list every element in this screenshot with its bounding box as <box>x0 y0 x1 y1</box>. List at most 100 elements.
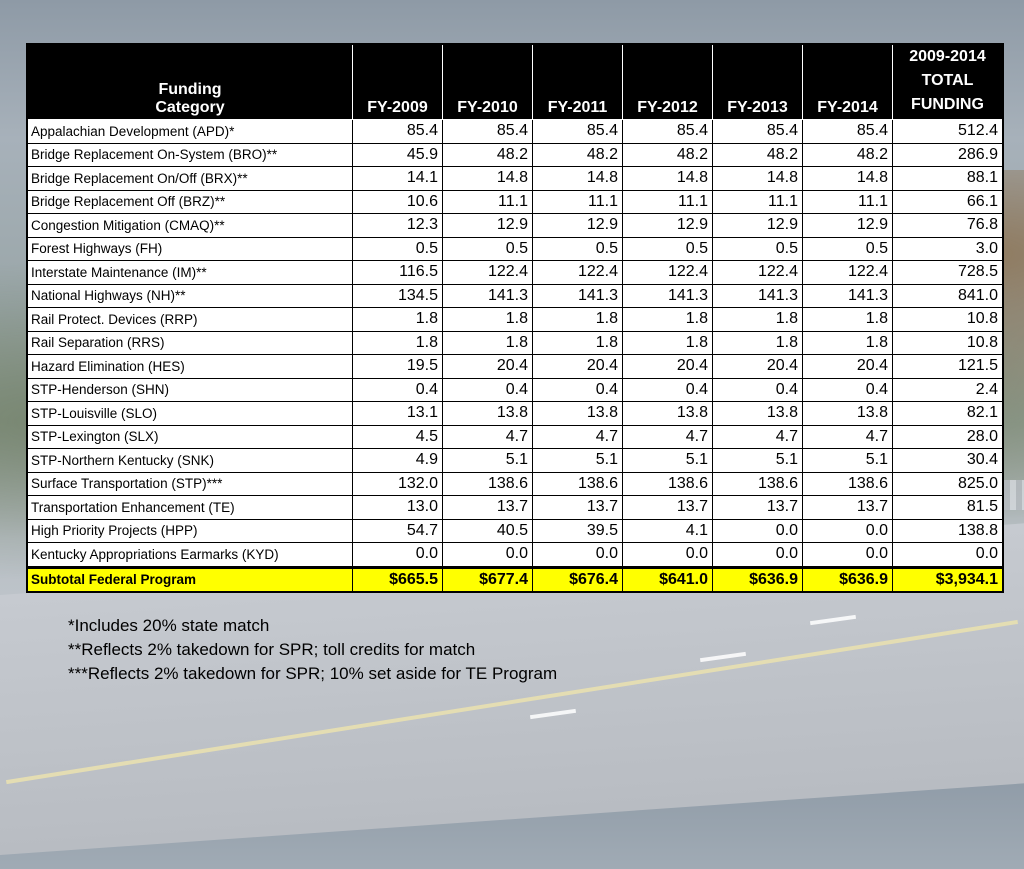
row-year-value-cell: 138.6 <box>442 471 533 496</box>
row-year-value-cell: 0.0 <box>712 518 803 543</box>
subtotal-year-value: $676.4 <box>532 565 623 593</box>
table-row: National Highways (NH)** 134.5 141.3 141.3 1… <box>26 283 1004 308</box>
row-year-value-cell: 0.0 <box>352 542 443 568</box>
row-year-value-cell: 14.8 <box>712 166 803 191</box>
table-row: Bridge Replacement Off (BRZ)** 10.6 11.1 11… <box>26 189 1004 214</box>
subtotal-row: Subtotal Federal Program $665.5 $677.4 $676… <box>26 565 1004 593</box>
table-row: Kentucky Appropriations Earmarks (KYD) 0.… <box>26 542 1004 568</box>
row-year-value-cell: 1.8 <box>802 307 893 332</box>
table-row: Transportation Enhancement (TE) 13.0 13.7 1… <box>26 495 1004 520</box>
table-row: STP-Lexington (SLX) 4.5 4.7 4.7 4.7 4.7 4.7 28.… <box>26 424 1004 449</box>
row-category-cell: Bridge Replacement Off (BRZ)** <box>26 189 353 214</box>
row-total-cell: 30.4 <box>892 448 1004 473</box>
row-total-cell: 76.8 <box>892 213 1004 238</box>
row-year-value-cell: 122.4 <box>532 260 623 285</box>
row-year-value-cell: 13.8 <box>442 401 533 426</box>
footnote-te-program: ***Reflects 2% takedown for SPR; 10% set… <box>68 664 558 683</box>
row-category-cell: Appalachian Development (APD)* <box>26 119 353 144</box>
row-year-value-cell: 0.0 <box>802 542 893 568</box>
header-fy-2013: FY-2013 <box>712 43 803 120</box>
row-year-value-cell: 4.7 <box>802 424 893 449</box>
table-row: Hazard Elimination (HES) 19.5 20.4 20.4 20.4… <box>26 354 1004 379</box>
row-year-value-cell: 132.0 <box>352 471 443 496</box>
row-year-value-cell: 0.4 <box>622 377 713 402</box>
row-year-value-cell: 134.5 <box>352 283 443 308</box>
row-year-value-cell: 85.4 <box>442 119 533 144</box>
table-row: Congestion Mitigation (CMAQ)** 12.3 12.9 12… <box>26 213 1004 238</box>
header-category-line2: Category <box>155 99 225 116</box>
row-year-value-cell: 0.4 <box>532 377 623 402</box>
table-row: Bridge Replacement On-System (BRO)** 45.9… <box>26 142 1004 167</box>
row-year-value-cell: 48.2 <box>442 142 533 167</box>
row-total-cell: 121.5 <box>892 354 1004 379</box>
header-total-line2: TOTAL <box>921 72 974 89</box>
row-year-value-cell: 48.2 <box>802 142 893 167</box>
row-year-value-cell: 12.9 <box>622 213 713 238</box>
row-year-value-cell: 5.1 <box>442 448 533 473</box>
header-category-line1: Funding <box>158 81 222 98</box>
subtotal-year-value: $665.5 <box>352 565 443 593</box>
row-year-value-cell: 13.8 <box>532 401 623 426</box>
row-year-value-cell: 13.7 <box>532 495 623 520</box>
row-year-value-cell: 12.3 <box>352 213 443 238</box>
table-row: Rail Protect. Devices (RRP) 1.8 1.8 1.8 1.8 1… <box>26 307 1004 332</box>
table-row: Surface Transportation (STP)*** 132.0 138.… <box>26 471 1004 496</box>
row-year-value-cell: 1.8 <box>352 307 443 332</box>
row-total-cell: 3.0 <box>892 236 1004 261</box>
row-total-cell: 286.9 <box>892 142 1004 167</box>
row-year-value-cell: 5.1 <box>532 448 623 473</box>
row-year-value-cell: 0.5 <box>532 236 623 261</box>
header-fy-2011: FY-2011 <box>532 43 623 120</box>
row-category-cell: National Highways (NH)** <box>26 283 353 308</box>
row-year-value-cell: 5.1 <box>802 448 893 473</box>
row-year-value-cell: 1.8 <box>352 330 443 355</box>
row-category-cell: STP-Henderson (SHN) <box>26 377 353 402</box>
row-year-value-cell: 4.7 <box>442 424 533 449</box>
row-year-value-cell: 13.8 <box>622 401 713 426</box>
row-year-value-cell: 14.8 <box>442 166 533 191</box>
table-row: Rail Separation (RRS) 1.8 1.8 1.8 1.8 1.8 1.8 1… <box>26 330 1004 355</box>
row-year-value-cell: 138.6 <box>622 471 713 496</box>
row-year-value-cell: 1.8 <box>622 330 713 355</box>
row-year-value-cell: 13.8 <box>802 401 893 426</box>
row-year-value-cell: 0.4 <box>802 377 893 402</box>
table-row: STP-Henderson (SHN) 0.4 0.4 0.4 0.4 0.4 0.4 2.4 <box>26 377 1004 402</box>
header-row: Funding Category FY-2009 FY-2010 FY-2011… <box>26 43 1004 120</box>
row-year-value-cell: 122.4 <box>442 260 533 285</box>
row-total-cell: 10.8 <box>892 330 1004 355</box>
row-year-value-cell: 14.8 <box>622 166 713 191</box>
table-body: Appalachian Development (APD)* 85.4 85.4 85… <box>26 119 1004 593</box>
row-year-value-cell: 11.1 <box>442 189 533 214</box>
row-category-cell: Bridge Replacement On/Off (BRX)** <box>26 166 353 191</box>
header-fy-2014: FY-2014 <box>802 43 893 120</box>
row-total-cell: 66.1 <box>892 189 1004 214</box>
row-year-value-cell: 13.7 <box>802 495 893 520</box>
row-year-value-cell: 141.3 <box>802 283 893 308</box>
row-year-value-cell: 4.9 <box>352 448 443 473</box>
row-year-value-cell: 122.4 <box>712 260 803 285</box>
header-funding-category: Funding Category <box>26 43 353 120</box>
table-row: STP-Northern Kentucky (SNK) 4.9 5.1 5.1 5.1 5… <box>26 448 1004 473</box>
row-year-value-cell: 11.1 <box>622 189 713 214</box>
row-year-value-cell: 11.1 <box>712 189 803 214</box>
row-year-value-cell: 85.4 <box>622 119 713 144</box>
footnote-state-match: *Includes 20% state match <box>68 616 270 635</box>
row-year-value-cell: 1.8 <box>712 330 803 355</box>
row-year-value-cell: 0.0 <box>802 518 893 543</box>
row-year-value-cell: 0.0 <box>532 542 623 568</box>
header-fy-2012: FY-2012 <box>622 43 713 120</box>
row-year-value-cell: 1.8 <box>532 307 623 332</box>
header-total-funding: 2009-2014 TOTAL FUNDING <box>892 43 1004 120</box>
row-category-cell: Surface Transportation (STP)*** <box>26 471 353 496</box>
table-row: High Priority Projects (HPP) 54.7 40.5 39.5… <box>26 518 1004 543</box>
row-category-cell: Interstate Maintenance (IM)** <box>26 260 353 285</box>
row-year-value-cell: 116.5 <box>352 260 443 285</box>
row-year-value-cell: 138.6 <box>712 471 803 496</box>
row-year-value-cell: 85.4 <box>532 119 623 144</box>
row-year-value-cell: 5.1 <box>622 448 713 473</box>
row-year-value-cell: 0.5 <box>442 236 533 261</box>
row-category-cell: STP-Louisville (SLO) <box>26 401 353 426</box>
row-category-cell: Hazard Elimination (HES) <box>26 354 353 379</box>
row-year-value-cell: 0.0 <box>712 542 803 568</box>
row-year-value-cell: 0.5 <box>352 236 443 261</box>
